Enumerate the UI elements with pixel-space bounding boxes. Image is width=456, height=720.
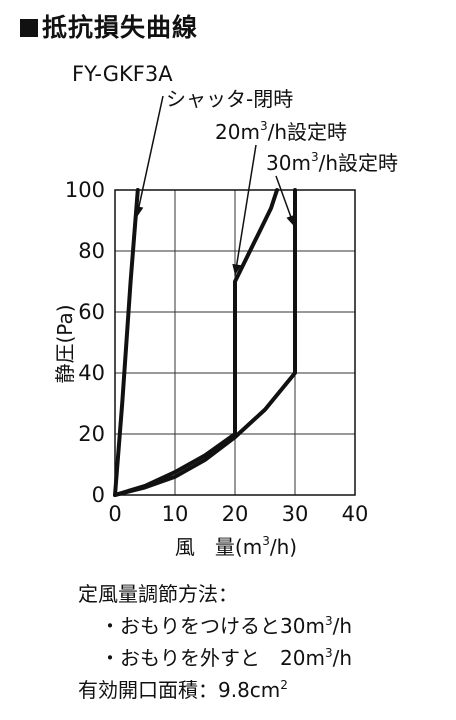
y-tick-label-20: 20: [78, 422, 105, 446]
series-label-shutter: シャッタ-閉時: [166, 87, 293, 111]
chart-curves: [113, 188, 297, 497]
leader-30-arrowhead: [286, 214, 295, 227]
x-tick-label-30: 30: [282, 502, 309, 526]
series-line-0: [113, 188, 140, 497]
x-tick-label-40: 40: [342, 502, 369, 526]
y-tick-label-0: 0: [92, 483, 105, 507]
x-tick-label-10: 10: [162, 502, 189, 526]
title-square-icon: [20, 19, 38, 37]
plot-frame: [114, 189, 356, 496]
page-title: 抵抗損失曲線: [20, 8, 198, 44]
notes: 定風量調節方法： ・おもりをつけると30m3/h ・おもりを外すと 20m3/h…: [78, 578, 352, 706]
note-method: 定風量調節方法：: [78, 582, 238, 606]
title-text: 抵抗損失曲線: [42, 13, 199, 42]
y-tick-label-80: 80: [78, 239, 105, 263]
y-tick-label-100: 100: [65, 178, 105, 202]
leader-shutter: [135, 95, 164, 218]
series-line-2: [113, 188, 297, 497]
note-opening-area: 有効開口面積：9.8cm2: [78, 678, 288, 702]
series-label-30: 30m3/h設定時: [266, 150, 398, 175]
leader-20-arrowhead: [232, 263, 242, 276]
model-name: FY-GKF3A: [72, 62, 173, 86]
leader-shutter-arrowhead: [134, 205, 144, 218]
chart-ticks: 0 10 20 30 40 0 20 40 60 80 100: [65, 178, 368, 526]
y-tick-label-60: 60: [78, 300, 105, 324]
series-label-20: 20m3/h設定時: [215, 119, 347, 144]
x-tick-label-20: 20: [222, 502, 249, 526]
x-tick-label-0: 0: [108, 502, 121, 526]
y-axis-label: 静圧(Pa): [53, 304, 77, 383]
leader-20: [234, 144, 257, 276]
note-without-weight: ・おもりを外すと 20m3/h: [100, 646, 352, 670]
chart-leaders: [134, 95, 296, 276]
note-with-weight: ・おもりをつけると30m3/h: [100, 614, 352, 638]
x-axis-label: 風 量(m3/h): [175, 534, 297, 559]
chart-axes: [114, 189, 356, 496]
y-tick-label-40: 40: [78, 361, 105, 385]
series-line-1: [113, 188, 279, 497]
